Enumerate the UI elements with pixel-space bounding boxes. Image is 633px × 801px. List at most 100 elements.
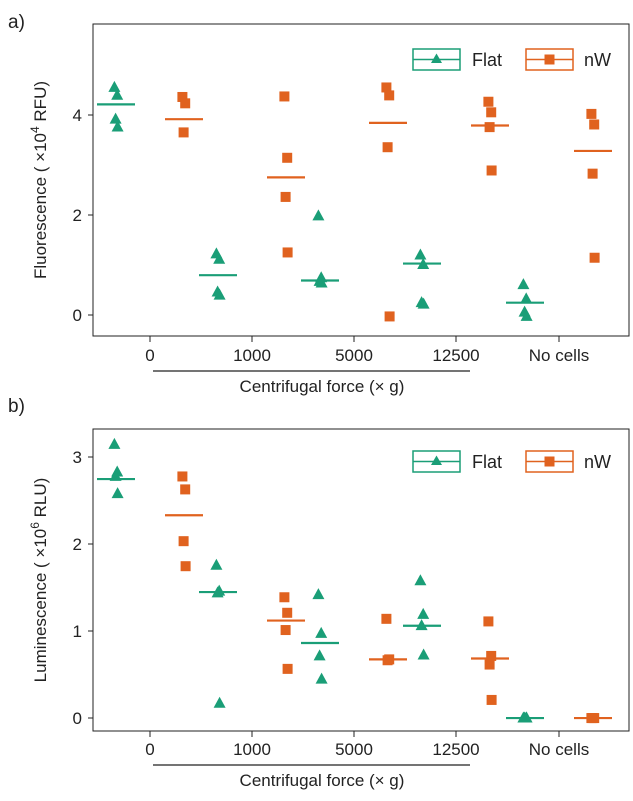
panel-b-point-flat-3-1 [417,607,430,619]
panel-b-xtick-label-1: 1000 [233,740,271,759]
panel-b-legend-label-flat: Flat [472,452,502,472]
panel-b-ytick-label-3: 3 [73,448,82,467]
panel-b-xtick-label-0: 0 [145,740,154,759]
panel-a-point-flat-1-3 [213,288,226,300]
panel-b-point-flat-2-0 [312,588,325,600]
panel-a-point-nw-4-0 [586,108,597,119]
panel-a-point-flat-1-1 [213,252,226,264]
panel-b-point-nw-1-0 [279,592,290,603]
panel-a-point-nw-4-1 [589,119,600,130]
panel-b-point-flat-1-0 [210,558,223,570]
panel-a-ytick-label-1: 2 [73,206,82,225]
panel-a-x-axis-label: Centrifugal force (× g) [240,377,405,396]
panel-b-point-flat-2-2 [313,649,326,661]
panel-a-xtick-label-4: No cells [529,346,589,365]
panel-b-point-flat-0-3 [111,487,124,499]
panel-b-legend: Flat nW [412,450,611,473]
panel-b-xtick-label-3: 12500 [432,740,479,759]
panel-b-point-flat-3-3 [417,648,430,660]
panel-b-plot-frame [92,428,630,732]
panel-b-point-flat-0-0 [108,437,121,449]
panel-b-legend-marker-flat [431,455,442,465]
panel-b-point-nw-0-1 [180,484,191,495]
panel-b-point-flat-3-0 [414,574,427,586]
panel-a-xtick-label-2: 5000 [335,346,373,365]
panel-a-ytick-label-2: 4 [73,106,82,125]
panel-b-point-nw-4-2 [587,713,598,724]
panel-a-point-nw-1-3 [282,247,293,258]
panel-a-point-flat-0-1 [111,88,124,100]
panel-b-xtick-label-2: 5000 [335,740,373,759]
panel-a-legend-label-nw: nW [584,50,611,70]
panel-b-point-nw-0-0 [177,471,188,482]
panel-a-legend: Flat nW [412,48,611,71]
panel-b-point-flat-2-3 [315,672,328,684]
panel-b-point-nw-3-3 [486,694,497,705]
panel-b-point-nw-1-3 [282,663,293,674]
panel-a-xtick-label-0: 0 [145,346,154,365]
panel-a-point-nw-2-3 [384,311,395,322]
panel-b-xtick-label-4: No cells [529,740,589,759]
panel-a-point-nw-0-0 [177,91,188,102]
panel-a-label: a) [8,12,25,33]
panel-a-legend-label-flat: Flat [472,50,502,70]
panel-a-point-flat-0-3 [111,120,124,132]
panel-a-point-nw-0-1 [180,98,191,109]
panel-a-y-axis: 0 2 4 Fluorescence ( ×104 RFU) [28,81,93,325]
panel-a-point-nw-2-0 [381,82,392,93]
panel-b-label: b) [8,396,25,417]
panel-b-point-nw-3-1 [486,650,497,661]
panel-a-point-flat-0-2 [109,112,122,124]
panel-a-point-nw-1-0 [279,91,290,102]
panel-b-point-flat-4-3 [520,711,533,723]
panel-b-data-marks [97,437,612,724]
panel-b-point-nw-0-2 [178,536,189,547]
panel-b-point-nw-3-0 [483,616,494,627]
panel-a-y-axis-label: Fluorescence ( ×104 RFU) [28,81,50,279]
panel-b-point-nw-3-2 [484,659,495,670]
panel-a-point-nw-3-3 [486,165,497,176]
panel-a-point-nw-3-2 [484,122,495,133]
panel-a-point-nw-1-1 [282,152,293,163]
panel-a-point-nw-4-2 [587,168,598,179]
panel-b-point-nw-0-3 [180,561,191,572]
panel-b-point-nw-2-2 [382,655,393,666]
panel-a-point-nw-4-3 [589,252,600,263]
panel-a-point-flat-3-1 [417,258,430,270]
panel-a-point-nw-3-1 [486,107,497,118]
panel-b-ytick-label-1: 1 [73,622,82,641]
panel-a-point-nw-2-1 [384,90,395,101]
panel-b-ytick-label-0: 0 [73,709,82,728]
panel-b-point-flat-1-2 [211,586,224,598]
panel-b-y-axis-label: Luminescence ( ×106 RLU) [28,478,50,683]
panel-a-point-nw-3-0 [483,96,494,107]
panel-a-plot-frame [92,23,630,337]
panel-a-point-flat-2-3 [315,276,328,288]
panel-a-point-nw-0-2 [178,127,189,138]
panel-a-xtick-label-1: 1000 [233,346,271,365]
panel-a-point-nw-1-2 [280,191,291,202]
panel-a-point-flat-0-0 [108,80,121,92]
panel-a-xtick-label-3: 12500 [432,346,479,365]
panel-a-legend-marker-flat [431,53,442,63]
panel-a-point-flat-4-0 [517,278,530,290]
panel-b-legend-marker-nw [544,456,555,467]
panel-a-point-flat-2-0 [312,209,325,221]
panel-b-legend-label-nw: nW [584,452,611,472]
panel-a: a) 0 2 4 Fluorescence ( ×104 RFU) 0 1000… [8,12,630,396]
panel-a-data-marks [97,80,612,322]
panel-b: b) 0 1 2 3 Luminescence ( ×106 RLU) 0 10… [8,396,630,790]
panel-a-point-flat-3-0 [414,248,427,260]
panel-b-point-flat-0-2 [109,469,122,481]
panel-b-point-flat-1-3 [213,696,226,708]
panel-a-point-nw-2-2 [382,142,393,153]
panel-b-point-nw-1-1 [282,607,293,618]
panel-a-legend-marker-nw [544,54,555,65]
panel-a-x-axis: 0 1000 5000 12500 No cells Centrifugal f… [145,336,589,396]
panel-b-point-nw-1-2 [280,625,291,636]
panel-b-point-flat-2-1 [315,626,328,638]
panel-b-point-flat-3-2 [415,619,428,631]
panel-b-y-axis: 0 1 2 3 Luminescence ( ×106 RLU) [28,448,93,728]
panel-b-x-axis-label: Centrifugal force (× g) [240,771,405,790]
